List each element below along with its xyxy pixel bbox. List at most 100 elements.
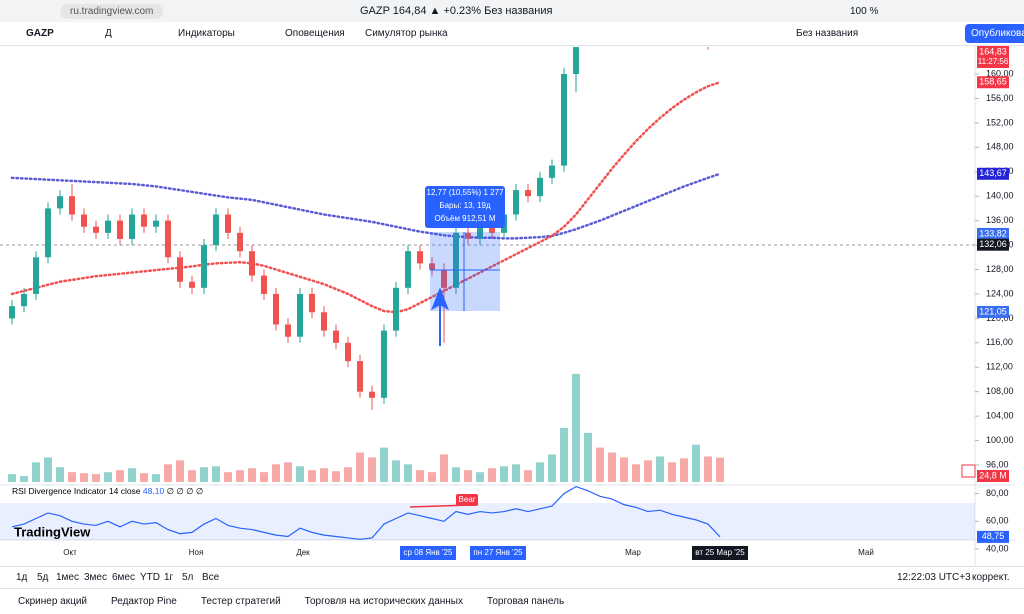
- price-tag-bg: [977, 167, 1009, 180]
- volume-bar: [560, 427, 568, 482]
- candle-body: [201, 245, 207, 288]
- y-tick-label: 124,00: [986, 288, 1014, 298]
- toolbar: GAZP Д Индикаторы Оповещения Симулятор р…: [0, 22, 1024, 46]
- volume-bar: [632, 464, 640, 482]
- footer-tab[interactable]: Скринер акций: [18, 596, 88, 607]
- volume-bar: [236, 470, 244, 482]
- footer-tab[interactable]: Тестер стратегий: [200, 596, 281, 607]
- bear-label: Bear: [459, 495, 476, 504]
- volume-bar: [572, 373, 580, 482]
- last-price-time: 11:27:56: [978, 57, 1009, 66]
- range-button[interactable]: 1г: [164, 572, 174, 583]
- volume-bar: [272, 464, 280, 482]
- price-tag-bg: [977, 305, 1009, 318]
- volume-bar: [584, 432, 592, 482]
- volume-bar: [68, 472, 76, 482]
- replay[interactable]: Симулятор рынка: [365, 28, 448, 39]
- volume-bar: [104, 472, 112, 482]
- rsi-params: 14 close: [109, 486, 141, 496]
- candle-body: [45, 208, 51, 258]
- range-button[interactable]: 3мес: [84, 572, 107, 583]
- candle-body: [309, 293, 315, 313]
- rsi-line: [11, 486, 721, 540]
- range-button[interactable]: 5д: [37, 572, 49, 583]
- range-button[interactable]: 6мес: [112, 572, 135, 583]
- volume-bar: [260, 472, 268, 482]
- volume-bar: [644, 460, 652, 482]
- alerts[interactable]: Оповещения: [285, 28, 345, 39]
- y-tick-label: 156,00: [986, 93, 1014, 103]
- candle-body: [381, 330, 387, 398]
- indicators[interactable]: Индикаторы: [178, 28, 235, 39]
- candle-body: [393, 287, 399, 331]
- interval[interactable]: Д: [105, 28, 112, 39]
- url[interactable]: ru.tradingview.com: [60, 3, 164, 19]
- volume-bar: [536, 462, 544, 482]
- rsi-value: 48,10: [143, 486, 165, 496]
- range-button[interactable]: Все: [202, 572, 220, 583]
- y-tick-label: 112,00: [986, 362, 1013, 372]
- range-bar: 12:22:03 UTC+3 коррект. 1д 5д 1мес 3мес 6мес…: [0, 566, 1024, 588]
- volume-tag: 24,8 M: [979, 470, 1007, 480]
- candle-body: [333, 330, 339, 343]
- volume-bar: [368, 457, 376, 482]
- candle-body: [417, 251, 423, 264]
- footer-tab[interactable]: Торговая панель: [487, 596, 565, 607]
- range-button[interactable]: YTD: [140, 572, 160, 583]
- price-tag-bg: [977, 227, 1009, 240]
- symbol[interactable]: GAZP: [26, 28, 54, 39]
- adjust[interactable]: коррект.: [972, 572, 1010, 583]
- y-tick-label: 100,00: [986, 435, 1014, 445]
- candle-body: [477, 226, 483, 239]
- volume-bar: [20, 476, 28, 482]
- volume-bar: [512, 464, 520, 482]
- candle-body: [177, 257, 183, 282]
- candle-body: [129, 214, 135, 239]
- layout-name[interactable]: Без названия: [796, 28, 859, 39]
- publish[interactable]: Опубликова: [965, 24, 1024, 43]
- volume-bar: [380, 447, 388, 482]
- candle-body: [261, 275, 267, 294]
- logo: TradingView: [14, 524, 91, 539]
- price-tag: 133,82: [979, 228, 1007, 238]
- candle-body: [345, 342, 351, 362]
- volume-bar: [404, 464, 412, 482]
- volume-bar: [692, 444, 700, 482]
- y-tick-label: 140,00: [986, 191, 1014, 201]
- candle-body: [153, 220, 159, 227]
- y-tick-label: 96,00: [986, 459, 1009, 469]
- volume-bar: [176, 460, 184, 482]
- volume-bar: [32, 462, 40, 482]
- volume-bar: [8, 474, 16, 482]
- volume-bar: [416, 470, 424, 482]
- volume-bar: [452, 467, 460, 482]
- volume-bar: [152, 474, 160, 482]
- browser-bar: ru.tradingview.com GAZP 164,84 ▲ +0.23% …: [0, 0, 1024, 22]
- time-label: Окт: [63, 548, 77, 557]
- zoom[interactable]: 100 %: [850, 5, 879, 17]
- volume-bar: [332, 471, 340, 482]
- measure-text: 12,77 (10,55%) 1 277: [427, 188, 504, 197]
- candle-body: [357, 361, 363, 392]
- price-tag: 121,05: [979, 306, 1007, 316]
- rsi-tag-bg: [977, 530, 1009, 543]
- volume-tag-bg: [977, 470, 1009, 482]
- volume-bar: [608, 452, 616, 482]
- volume-bar: [140, 473, 148, 482]
- rsi-name: RSI Divergence Indicator: [12, 486, 107, 496]
- last-price: 164,83: [979, 46, 1007, 56]
- rsi-extras: ∅ ∅ ∅ ∅: [167, 486, 204, 496]
- footer-tab[interactable]: Редактор Pine: [111, 596, 177, 607]
- candle-body: [369, 391, 375, 398]
- volume-bar: [320, 468, 328, 482]
- range-button[interactable]: 1д: [16, 572, 28, 583]
- footer-tab[interactable]: Торговля на исторических данных: [304, 596, 463, 607]
- volume-bar: [224, 472, 232, 482]
- range-button[interactable]: 5л: [182, 572, 194, 583]
- volume-bar: [716, 457, 724, 482]
- volume-bar: [248, 468, 256, 482]
- volume-bar: [116, 470, 124, 482]
- range-button[interactable]: 1мес: [56, 572, 79, 583]
- footer: Скринер акций Редактор Pine Тестер стратег…: [0, 588, 1024, 614]
